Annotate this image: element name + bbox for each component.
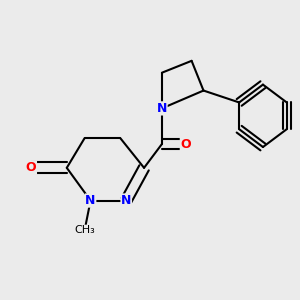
Text: O: O <box>26 161 36 174</box>
Text: N: N <box>85 194 96 207</box>
Text: O: O <box>180 138 191 151</box>
Text: CH₃: CH₃ <box>74 225 95 235</box>
Text: N: N <box>121 194 131 207</box>
Text: N: N <box>157 102 167 115</box>
